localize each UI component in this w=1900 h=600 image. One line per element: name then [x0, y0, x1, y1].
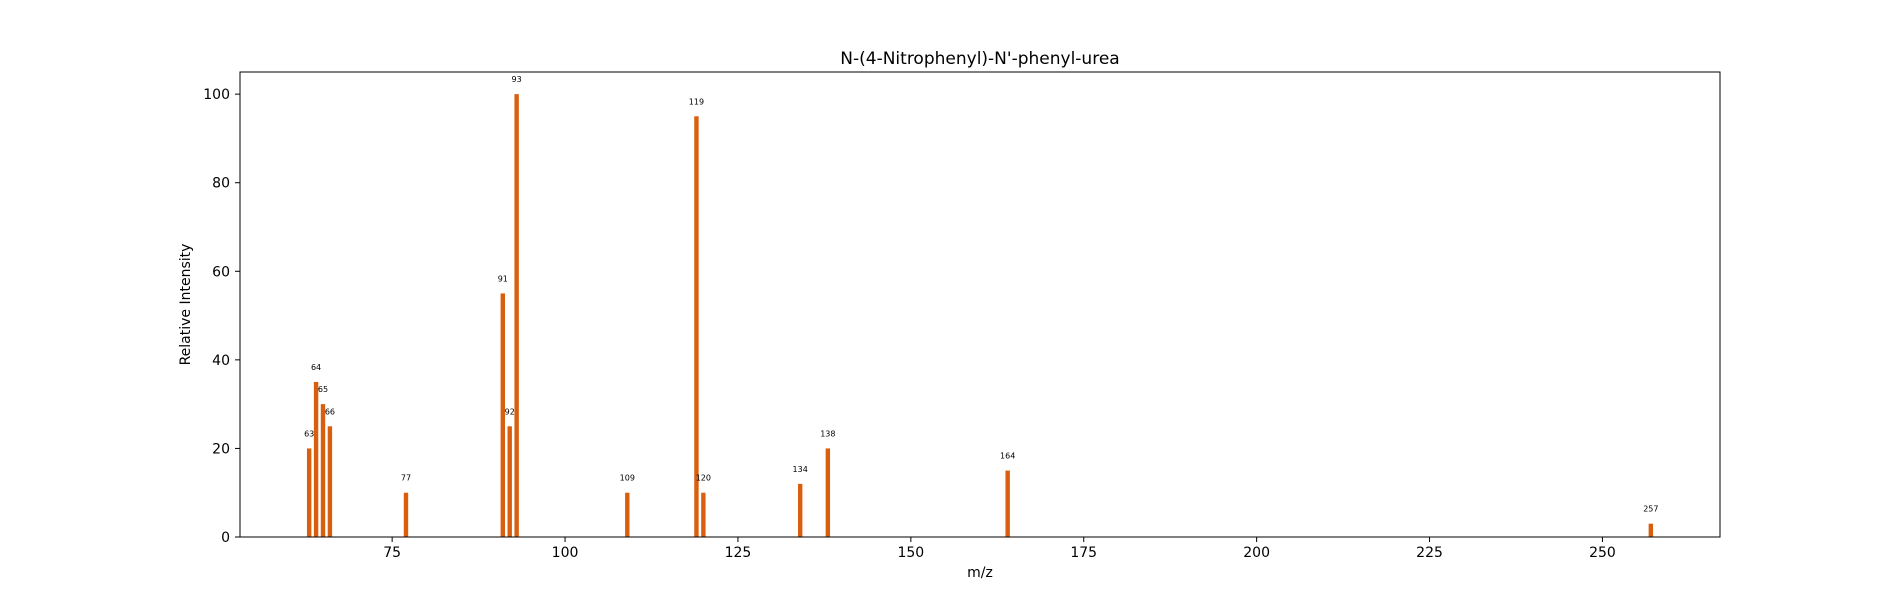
peak-bar	[625, 492, 630, 537]
plot-frame	[239, 71, 1721, 538]
peak-bar	[500, 293, 506, 537]
x-tick-label: 175	[1070, 545, 1097, 561]
peak-label: 66	[325, 407, 335, 416]
peak-bar	[797, 483, 803, 537]
y-axis-label: Relative Intensity	[178, 244, 194, 366]
peak-label: 93	[512, 75, 522, 84]
peak-label: 119	[689, 97, 704, 106]
x-tick-label: 200	[1243, 545, 1270, 561]
y-tick-label: 40	[212, 353, 230, 369]
y-tick-label: 0	[221, 530, 230, 546]
y-tick-label: 60	[212, 264, 230, 280]
x-tick-label: 150	[897, 545, 924, 561]
peak-bar	[507, 426, 512, 537]
y-tick-label: 80	[212, 176, 230, 192]
x-tick-label: 75	[383, 545, 401, 561]
peak-label: 64	[311, 363, 321, 372]
x-tick-label: 250	[1589, 545, 1616, 561]
bars-group	[306, 94, 1654, 538]
peak-bar	[1648, 523, 1654, 537]
peak-bar	[694, 116, 699, 538]
peak-label: 63	[304, 429, 314, 438]
peak-label: 164	[1000, 452, 1015, 461]
peak-bar	[1005, 470, 1010, 537]
chart-title: N-(4-Nitrophenyl)-N'-phenyl-urea	[840, 49, 1119, 69]
peak-bar	[514, 94, 519, 538]
x-tick-label: 100	[552, 545, 579, 561]
y-tick-label: 20	[212, 441, 230, 457]
peak-label: 138	[820, 429, 835, 438]
peak-label: 134	[793, 465, 808, 474]
peak-label: 65	[318, 385, 328, 394]
peak-label: 120	[696, 474, 711, 483]
x-tick-label: 225	[1416, 545, 1443, 561]
peak-bar	[327, 426, 333, 537]
y-tick-label: 100	[203, 87, 230, 103]
peak-label: 91	[498, 274, 508, 283]
peak-label: 109	[620, 474, 635, 483]
peak-bar	[825, 448, 831, 537]
peak-bar	[403, 492, 409, 537]
peak-label: 77	[401, 474, 411, 483]
peak-bar	[306, 448, 312, 537]
peak-bar	[701, 492, 706, 537]
x-tick-label: 125	[725, 545, 752, 561]
x-axis-ticks: 75 100 125 150 175 200 225 250	[383, 537, 1616, 561]
peak-label: 92	[505, 407, 515, 416]
x-axis-label: m/z	[967, 565, 993, 581]
peak-bar	[313, 382, 319, 537]
y-axis-ticks: 0 20 40 60 80 100	[203, 87, 240, 546]
peak-bar	[320, 404, 326, 537]
peak-labels-group: 63 64 65 66 77 91 92 93 109 119 120 134 138 164 257	[304, 75, 1658, 514]
peak-label: 257	[1643, 505, 1658, 514]
